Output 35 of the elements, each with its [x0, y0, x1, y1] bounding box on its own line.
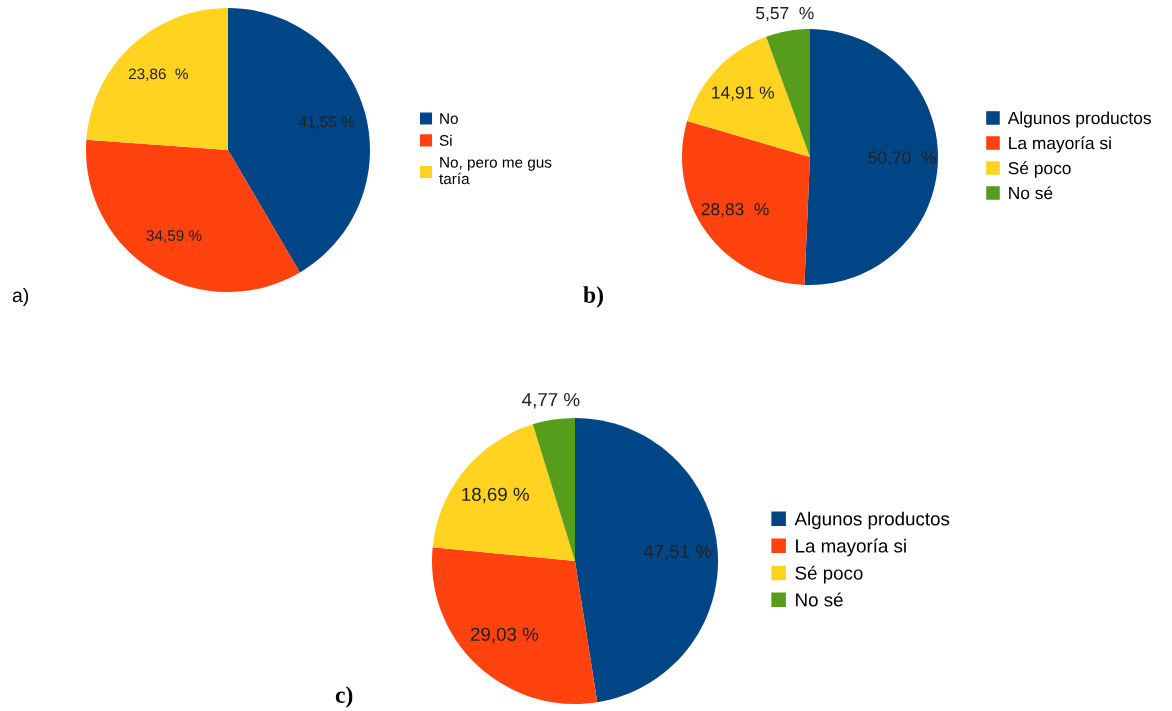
legend-label: Sé poco [1008, 161, 1071, 178]
pie-slice [804, 29, 938, 285]
text: a) [12, 287, 29, 307]
text: b) [583, 286, 603, 308]
legend-label: Si [439, 134, 452, 146]
data-label: 47,51 % [643, 544, 712, 561]
data-label: 50,70 % [868, 151, 936, 166]
data-label: 5,57 % [756, 7, 814, 22]
legend-label: Algunos productos [794, 511, 950, 530]
data-label: 18,69 % [462, 487, 529, 504]
data-label: 14,91 % [712, 86, 774, 101]
legend-label: No sé [1009, 186, 1053, 200]
legend-label: No sé [796, 592, 843, 607]
legend-label: No [440, 113, 458, 124]
data-label: 23,86 % [128, 68, 188, 82]
legend-label: No, pero me gus taría [439, 157, 552, 185]
data-label: 28,83 % [701, 203, 769, 218]
pie-slice [86, 139, 300, 292]
data-label: 34,59 % [146, 230, 202, 243]
pie-slice [432, 424, 575, 561]
pie-slice [575, 418, 718, 703]
legend-label: Algunos productos [1007, 111, 1151, 128]
pie-slice [682, 121, 810, 285]
text: c) [335, 686, 353, 708]
data-label: 29,03 % [470, 627, 539, 644]
pie-slice [432, 547, 598, 704]
pie-slice [532, 418, 575, 561]
pie-slice [86, 8, 228, 150]
data-label: 4,77 % [522, 393, 580, 409]
pie-slice [228, 8, 370, 273]
data-label: 41,55 % [298, 116, 355, 130]
pie-slice [687, 36, 810, 157]
legend-label: La mayoría si [796, 538, 906, 557]
legend-label: Sé poco [795, 565, 863, 584]
legend-label: La mayoría si [1009, 136, 1111, 153]
